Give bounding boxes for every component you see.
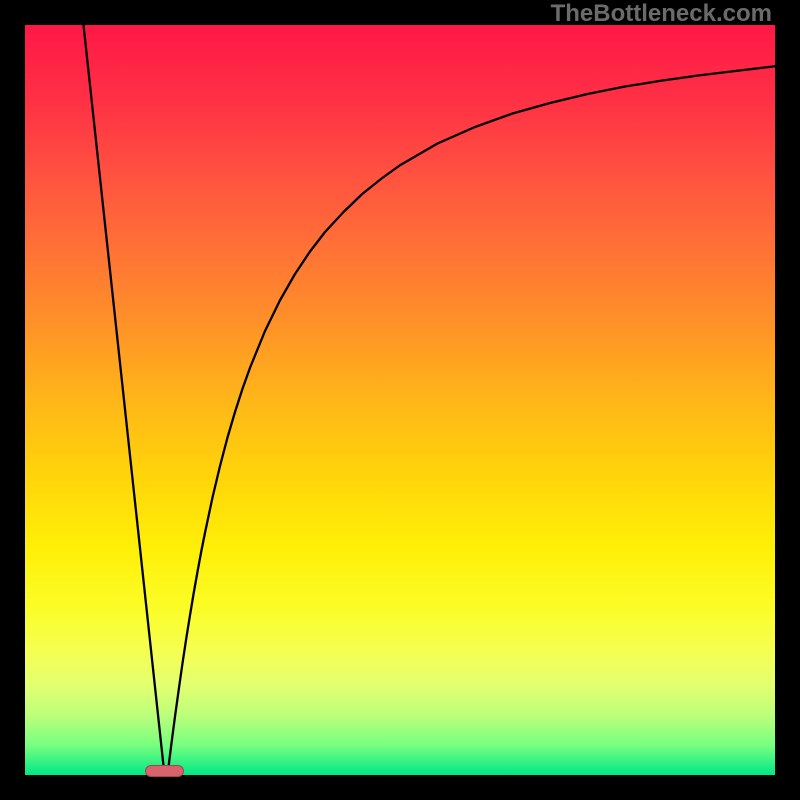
chart-container: TheBottleneck.com xyxy=(0,0,800,800)
right-ascending-curve xyxy=(168,66,776,775)
watermark-text: TheBottleneck.com xyxy=(551,0,772,28)
optimal-marker xyxy=(145,765,184,777)
left-descending-line xyxy=(84,25,165,775)
plot-area xyxy=(25,25,775,775)
curves-layer xyxy=(25,25,775,775)
